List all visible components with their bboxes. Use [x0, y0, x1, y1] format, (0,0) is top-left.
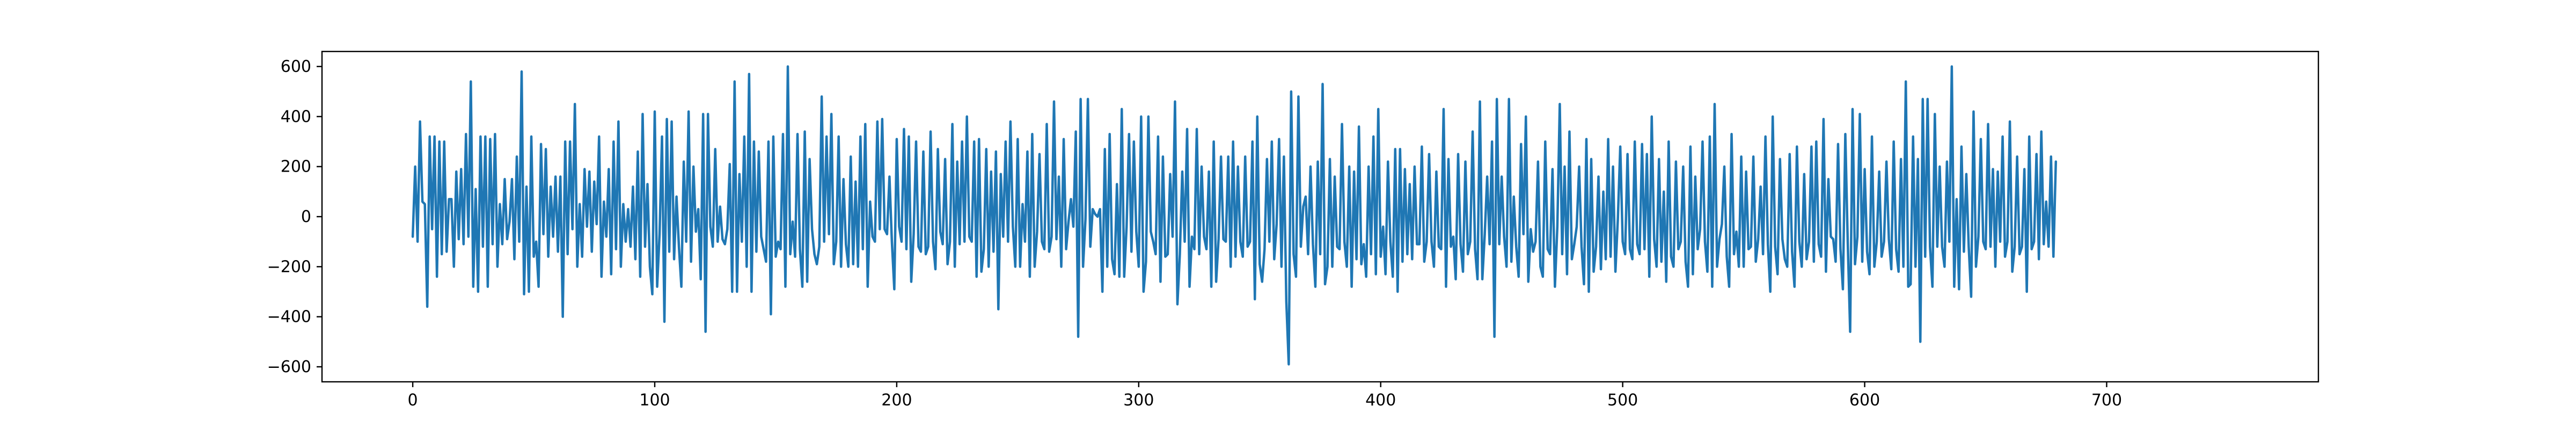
y-tick-label: −400 — [267, 308, 311, 327]
x-tick-label: 100 — [639, 391, 670, 410]
x-tick-label: 0 — [408, 391, 418, 410]
x-tick-label: 600 — [1849, 391, 1880, 410]
x-tick-label: 200 — [881, 391, 912, 410]
series-line-0 — [411, 65, 2058, 366]
x-tick-label: 700 — [2091, 391, 2122, 410]
plot-area — [411, 65, 2058, 366]
y-tick-label: 200 — [281, 158, 311, 176]
x-tick-label: 400 — [1365, 391, 1396, 410]
y-tick-label: −200 — [267, 257, 311, 276]
x-tick-label: 500 — [1607, 391, 1638, 410]
axes: 0 100 200 300 400 500 600 700 −600 −400 −200 0 200 40… — [267, 50, 2319, 410]
y-tick-label: −600 — [267, 358, 311, 376]
y-tick-label: 600 — [281, 57, 311, 76]
y-tick-label: 0 — [301, 208, 311, 226]
x-tick-label: 300 — [1123, 391, 1154, 410]
y-tick-label: 400 — [281, 107, 311, 126]
